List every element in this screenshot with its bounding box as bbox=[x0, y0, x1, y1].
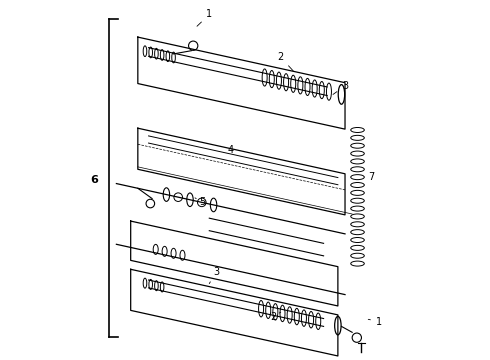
Text: 1: 1 bbox=[368, 317, 382, 327]
Text: 7: 7 bbox=[368, 172, 374, 182]
Text: 1: 1 bbox=[197, 9, 212, 26]
Text: 6: 6 bbox=[91, 175, 98, 185]
Text: 3: 3 bbox=[209, 267, 220, 284]
Text: 3: 3 bbox=[333, 81, 348, 94]
Text: 2: 2 bbox=[278, 52, 293, 71]
Text: 4: 4 bbox=[228, 145, 234, 155]
Text: 2: 2 bbox=[270, 312, 281, 322]
Text: 5: 5 bbox=[195, 197, 205, 207]
